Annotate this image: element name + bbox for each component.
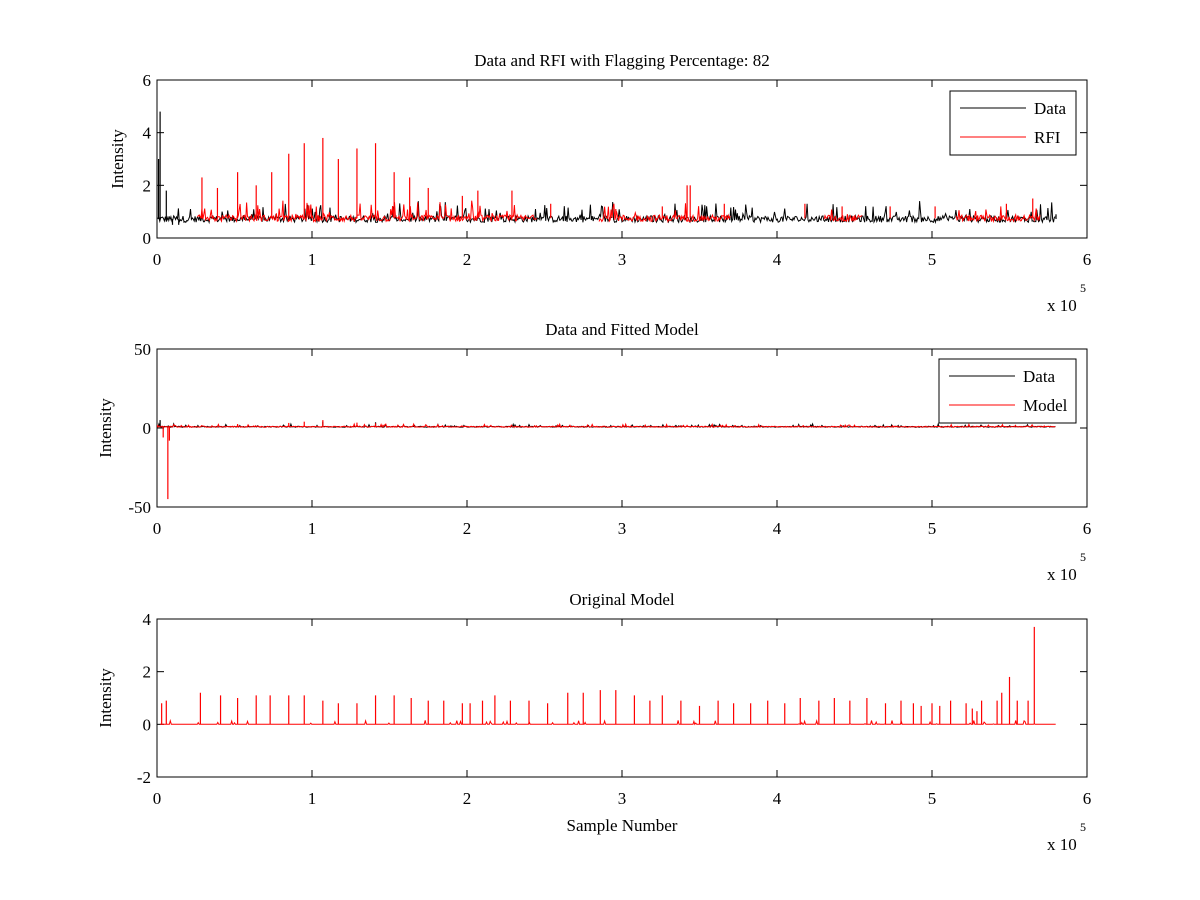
x-tick-label: 5 [928,250,937,269]
legend-box [949,90,1077,156]
chart-title: Original Model [569,590,675,609]
x-tick-label: 2 [463,519,472,538]
y-tick-label: -50 [128,498,151,517]
legend-label: Data [1023,367,1056,386]
x-exponent-power: 5 [1080,820,1086,834]
x-tick-label: 0 [153,250,162,269]
y-tick-label: 0 [143,419,152,438]
y-tick-label: 50 [134,340,151,359]
y-tick-label: 4 [143,124,152,143]
subplot-2: Data and Fitted Model Intensity 0 1 2 3 4 5 6 -50… [96,320,1091,584]
x-exponent-power: 5 [1080,281,1086,295]
x-tick-label: 0 [153,519,162,538]
x-tick-label: 4 [773,789,782,808]
y-tick-label: 2 [143,176,152,195]
y-axis-label: Intensity [96,668,115,728]
x-exponent-base: x 10 [1047,565,1077,584]
subplot-1: Data and RFI with Flagging Percentage: 8… [108,51,1091,315]
chart-title: Data and Fitted Model [545,320,699,339]
axes-box [156,79,1088,239]
x-tick-label: 2 [463,789,472,808]
x-tick-label: 6 [1083,250,1092,269]
subplot-3: Original Model Intensity Sample Number 0 1 2 3… [96,590,1091,854]
axes-box [156,618,1088,778]
y-tick-label: 0 [143,715,152,734]
y-tick-label: -2 [137,768,151,787]
x-tick-label: 2 [463,250,472,269]
x-tick-label: 1 [308,789,317,808]
legend: Data Model [938,358,1077,424]
x-exponent-base: x 10 [1047,296,1077,315]
legend-label: Data [1034,99,1067,118]
y-axis-label: Intensity [96,398,115,458]
plot-area [157,420,1056,500]
plot-area [160,626,1056,726]
series-line-1 [196,200,1041,224]
x-exponent-base: x 10 [1047,835,1077,854]
x-tick-label: 6 [1083,519,1092,538]
x-tick-label: 3 [618,519,627,538]
y-tick-label: 4 [143,610,152,629]
series-line-0 [160,718,1056,726]
y-tick-label: 0 [143,229,152,248]
x-axis-label: Sample Number [567,816,678,835]
y-tick-label: 6 [143,71,152,90]
axes-box [156,348,1088,508]
y-axis-label: Intensity [108,129,127,189]
y-tick-label: 2 [143,663,152,682]
x-tick-label: 5 [928,519,937,538]
x-tick-label: 0 [153,789,162,808]
x-tick-label: 3 [618,250,627,269]
x-tick-label: 1 [308,519,317,538]
x-tick-label: 1 [308,250,317,269]
x-tick-label: 4 [773,519,782,538]
chart-title: Data and RFI with Flagging Percentage: 8… [474,51,770,70]
legend-label: RFI [1034,128,1061,147]
x-tick-label: 5 [928,789,937,808]
x-exponent-power: 5 [1080,550,1086,564]
x-tick-label: 3 [618,789,627,808]
plot-area [157,111,1057,225]
series-line-1 [157,422,1056,429]
legend-label: Model [1023,396,1068,415]
x-tick-label: 6 [1083,789,1092,808]
legend-box [938,358,1077,424]
x-tick-label: 4 [773,250,782,269]
legend: Data RFI [949,90,1077,156]
